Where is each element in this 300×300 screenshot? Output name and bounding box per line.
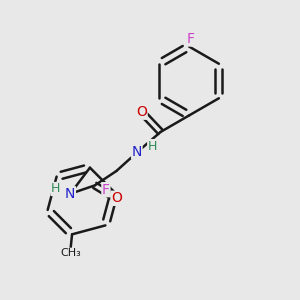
Text: O: O xyxy=(136,105,147,119)
Text: CH₃: CH₃ xyxy=(60,248,81,258)
Text: O: O xyxy=(111,191,122,205)
Text: F: F xyxy=(102,183,110,197)
Text: H: H xyxy=(148,140,157,153)
Text: N: N xyxy=(132,145,142,158)
Text: H: H xyxy=(51,182,61,196)
Text: F: F xyxy=(187,32,194,46)
Text: N: N xyxy=(65,187,75,201)
